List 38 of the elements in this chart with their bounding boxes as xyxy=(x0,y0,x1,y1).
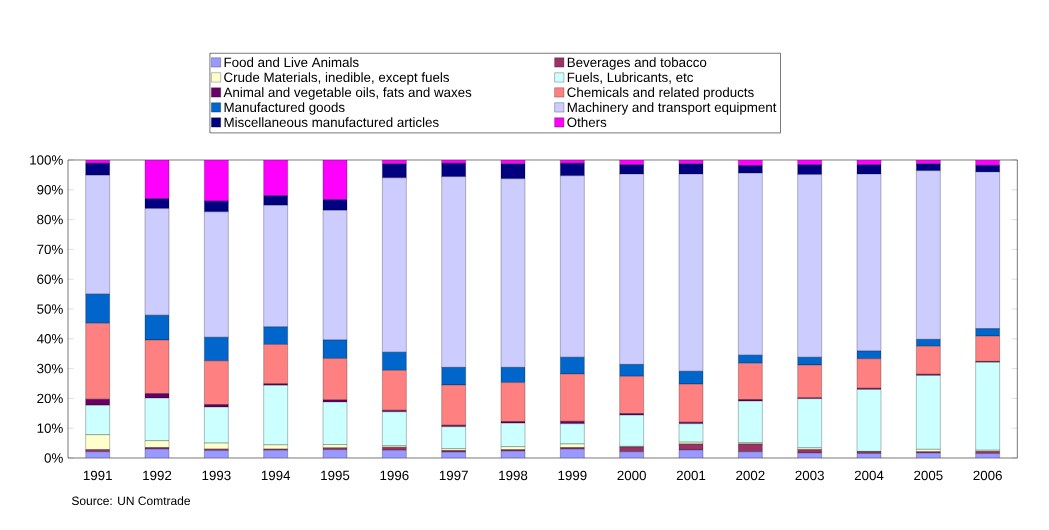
x-tick-label: 1995 xyxy=(321,470,350,481)
legend-label: Food and Live Animals xyxy=(224,57,359,68)
x-tick-label: 2006 xyxy=(973,470,1002,481)
x-tick-label: 2004 xyxy=(854,470,884,481)
legend-label: Animal and vegetable oils, fats and waxes xyxy=(223,87,472,100)
y-tick-label: 20% xyxy=(37,393,63,404)
y-tick-label: 10% xyxy=(37,423,63,433)
source-note: Source: UN Comtrade xyxy=(71,496,190,506)
legend-label: Fuels, Lubricants, etc xyxy=(567,72,694,84)
x-tick-label: 2005 xyxy=(914,470,943,481)
x-tick-label: 2000 xyxy=(617,470,646,481)
legend-label: Crude Materials, inedible, except fuels xyxy=(224,72,450,85)
x-tick-label: 1996 xyxy=(380,470,409,481)
y-tick-label: 100% xyxy=(30,155,63,165)
x-tick-label: 2002 xyxy=(736,470,765,481)
y-tick-label: 30% xyxy=(37,363,63,374)
y-tick-label: 0% xyxy=(44,453,63,463)
legend-label: Others xyxy=(567,117,607,128)
y-tick-label: 50% xyxy=(37,304,63,314)
y-tick-label: 40% xyxy=(36,334,63,344)
legend-label: Miscellaneous manufactured articles xyxy=(224,117,439,128)
y-tick-label: 80% xyxy=(37,214,63,225)
x-tick-label: 1992 xyxy=(143,470,172,481)
x-tick-label: 1997 xyxy=(439,470,468,481)
legend-label: Chemicals and related products xyxy=(567,87,754,100)
legend-label: Beverages and tobacco xyxy=(567,57,707,70)
x-tick-label: 2003 xyxy=(795,470,824,481)
x-tick-label: 2001 xyxy=(676,470,706,481)
x-tick-label: 1998 xyxy=(499,470,528,481)
x-tick-label: 1991 xyxy=(83,470,112,481)
x-tick-label: 1999 xyxy=(558,470,587,481)
y-tick-label: 90% xyxy=(37,185,63,195)
legend-label: Manufactured goods xyxy=(224,102,345,115)
x-tick-label: 1994 xyxy=(261,470,291,481)
y-tick-label: 60% xyxy=(37,274,63,284)
x-tick-label: 1993 xyxy=(202,470,231,481)
legend-label: Machinery and transport equipment xyxy=(567,102,777,115)
y-tick-label: 70% xyxy=(37,244,63,255)
